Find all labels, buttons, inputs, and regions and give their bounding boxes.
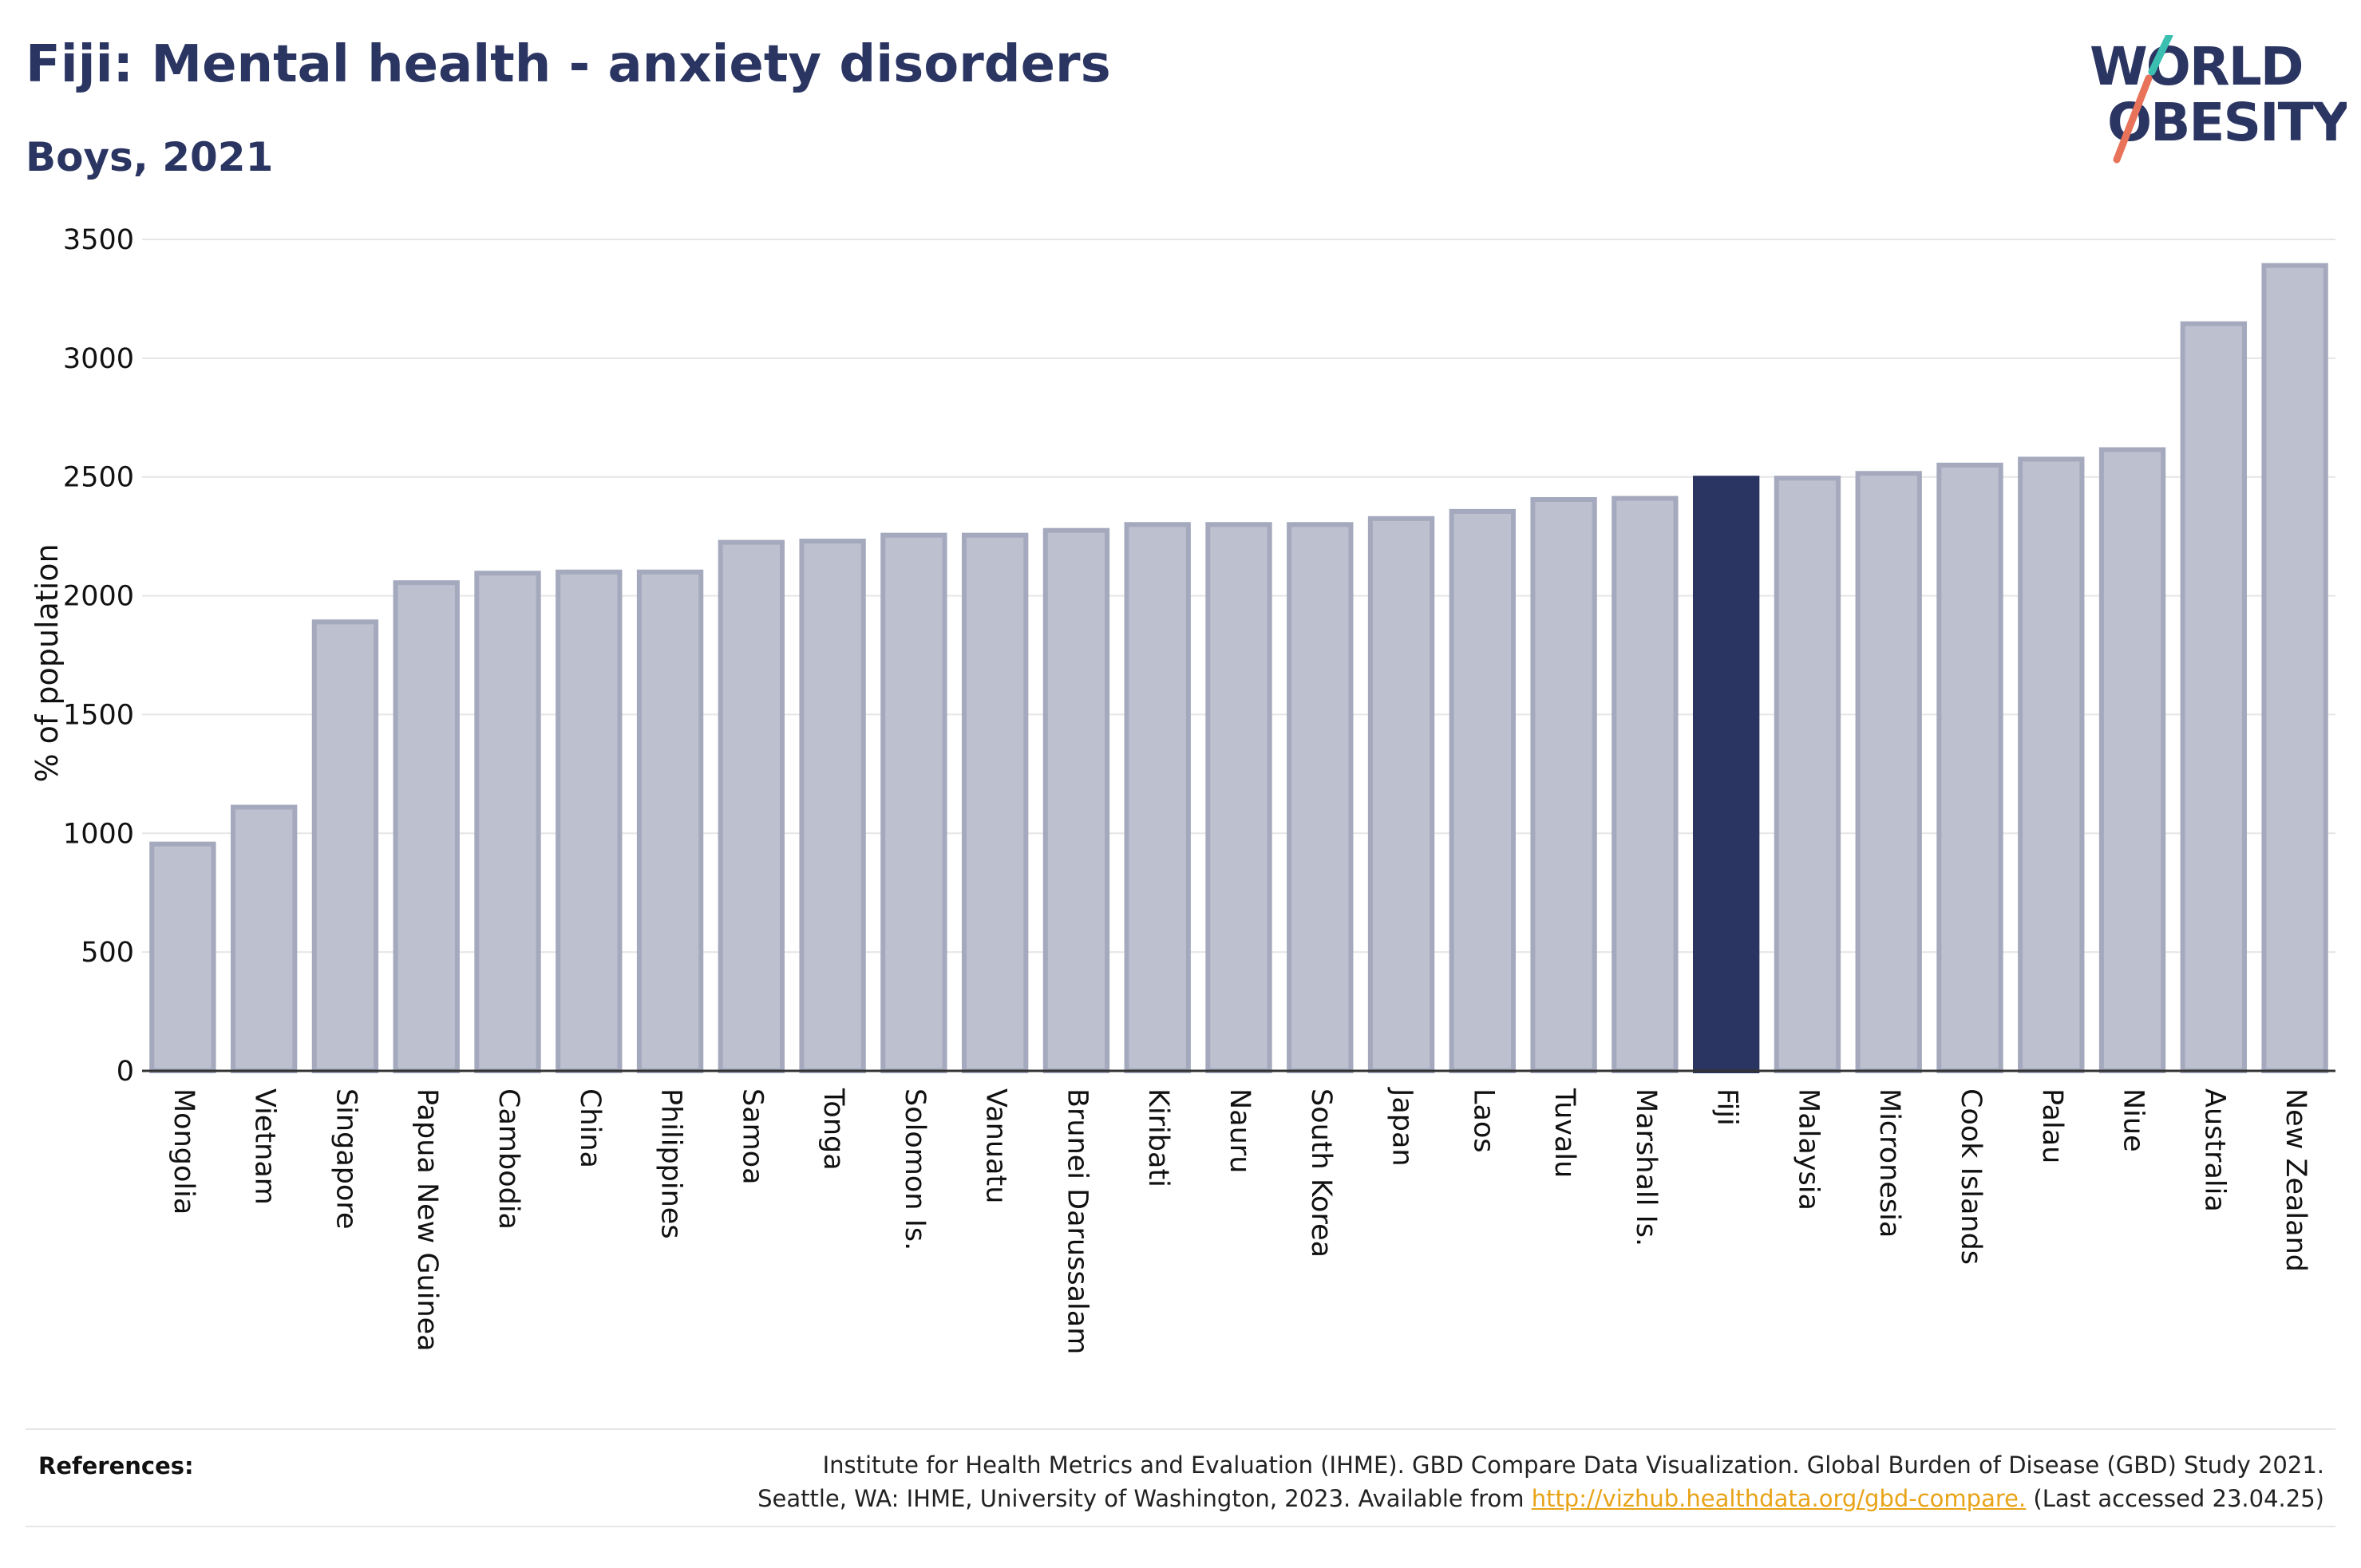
bar-micronesia	[1855, 471, 1922, 1073]
y-tick-label: 1000	[63, 818, 134, 850]
y-axis-ticks: 0 500 1000 1500 2000 2500 3000 3500	[63, 224, 134, 1088]
y-tick-label: 1500	[63, 699, 134, 731]
x-tick-label: Cambodia	[492, 1088, 524, 1230]
x-tick-label: Fiji	[1711, 1088, 1743, 1126]
x-tick-label: Nauru	[1224, 1088, 1256, 1173]
x-tick-label: Kiribati	[1142, 1088, 1174, 1187]
bar-vanuatu	[961, 532, 1029, 1073]
y-tick-label: 3000	[63, 343, 134, 375]
x-tick-label: Niue	[2118, 1088, 2149, 1152]
references-line-1: Institute for Health Metrics and Evaluat…	[822, 1451, 2324, 1479]
x-tick-label: Cook Islands	[1955, 1088, 1987, 1265]
bar-mongolia	[149, 841, 216, 1073]
x-tick-label: Solomon Is.	[899, 1088, 931, 1250]
chart-subtitle: Boys, 2021	[26, 134, 274, 180]
y-tick-label: 3500	[63, 224, 134, 256]
x-tick-label: Vietnam	[249, 1088, 281, 1205]
x-tick-label: Malaysia	[1792, 1088, 1824, 1211]
x-tick-label: Mongolia	[168, 1088, 200, 1215]
x-tick-label: Japan	[1386, 1087, 1418, 1167]
x-tick-label: Palau	[2036, 1088, 2068, 1163]
y-tick-label: 0	[117, 1056, 134, 1088]
x-tick-label: Micronesia	[1873, 1088, 1905, 1238]
x-tick-label: Tuvalu	[1548, 1088, 1580, 1178]
logo-slash-coral	[2113, 74, 2153, 164]
y-tick-label: 500	[81, 937, 134, 969]
bar-philippines	[636, 569, 704, 1073]
bar-nauru	[1205, 522, 1272, 1073]
x-tick-label: Laos	[1467, 1088, 1499, 1153]
bar-brunei-darussalam	[1042, 527, 1110, 1073]
bar-fiji	[1692, 476, 1760, 1073]
divider-bottom	[26, 1526, 2335, 1527]
bar-kiribati	[1124, 522, 1191, 1073]
references-line-2-prefix: Seattle, WA: IHME, University of Washing…	[757, 1485, 1532, 1512]
logo-text-obesity: OBESITY	[2107, 92, 2347, 153]
y-tick-label: 2500	[63, 462, 134, 494]
bar-south-korea	[1287, 522, 1354, 1073]
bar-new-zealand	[2261, 263, 2328, 1073]
x-tick-label: Australia	[2198, 1088, 2230, 1212]
divider-top	[26, 1428, 2335, 1430]
bar-solomon-is	[880, 532, 947, 1073]
bar-malaysia	[1774, 476, 1841, 1073]
x-tick-label: China	[574, 1088, 606, 1168]
bar-vietnam	[230, 804, 298, 1074]
y-axis-label: % of population	[30, 543, 65, 782]
bar-marshall-is	[1612, 496, 1679, 1073]
bars	[149, 263, 2328, 1074]
bar-cook-islands	[1936, 462, 2003, 1073]
bar-laos	[1449, 508, 1517, 1073]
x-tick-label: Tonga	[817, 1088, 849, 1171]
x-tick-label: Singapore	[330, 1088, 362, 1230]
bar-palau	[2018, 456, 2085, 1073]
logo-text-world: WORLD	[2090, 36, 2303, 97]
chart-title: Fiji: Mental health - anxiety disorders	[26, 35, 1111, 94]
references-link[interactable]: http://vizhub.healthdata.org/gbd-compare…	[1531, 1485, 2027, 1512]
bar-china	[556, 569, 623, 1073]
x-tick-label: Papua New Guinea	[411, 1088, 443, 1352]
x-tick-label: Vanuatu	[980, 1088, 1012, 1203]
y-tick-label: 2000	[63, 581, 134, 613]
x-tick-label: Marshall Is.	[1630, 1088, 1662, 1246]
x-tick-label: South Korea	[1305, 1088, 1337, 1258]
bar-japan	[1367, 515, 1435, 1073]
references-line-2-suffix: (Last accessed 23.04.25)	[2026, 1485, 2324, 1512]
bar-tonga	[799, 539, 866, 1073]
bar-tuvalu	[1530, 496, 1597, 1073]
bar-chart: 0 500 1000 1500 2000 2500 3000 3500 Mongolia Vie…	[30, 224, 2335, 1354]
logo-slash-teal	[2148, 35, 2173, 76]
bar-niue	[2098, 447, 2166, 1073]
x-tick-label: Samoa	[736, 1088, 768, 1185]
bar-papua-new-guinea	[393, 580, 460, 1073]
references-text: Institute for Health Metrics and Evaluat…	[757, 1448, 2324, 1515]
x-tick-label: Philippines	[655, 1088, 687, 1239]
x-axis-labels: Mongolia Vietnam Singapore Papua New Guinea…	[168, 1087, 2312, 1354]
bar-australia	[2180, 321, 2248, 1073]
references-line-2: Seattle, WA: IHME, University of Washing…	[757, 1482, 2324, 1515]
references-label: References:	[38, 1452, 194, 1479]
x-tick-label: Brunei Darussalam	[1061, 1088, 1093, 1354]
world-obesity-logo: WORLD OBESITY	[2090, 35, 2347, 164]
x-tick-label: New Zealand	[2280, 1088, 2312, 1272]
bar-cambodia	[474, 571, 541, 1073]
bar-samoa	[718, 539, 785, 1073]
bar-singapore	[311, 619, 379, 1073]
